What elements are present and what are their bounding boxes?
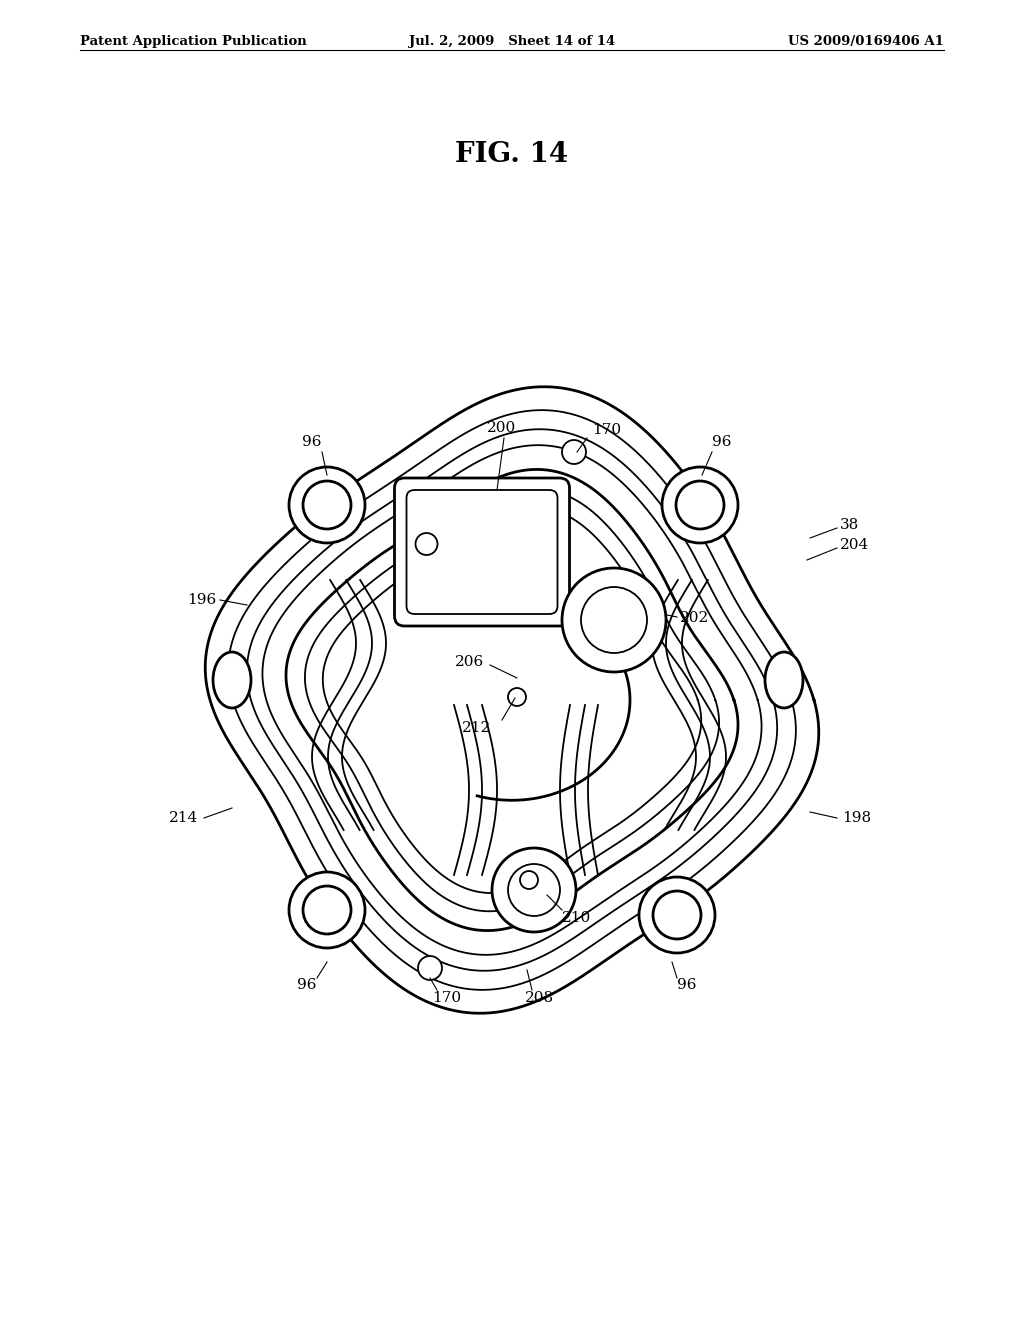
Circle shape (581, 587, 647, 653)
FancyBboxPatch shape (407, 490, 557, 614)
Circle shape (303, 480, 351, 529)
Text: 214: 214 (169, 810, 199, 825)
Text: 170: 170 (593, 422, 622, 437)
Text: 198: 198 (842, 810, 871, 825)
Text: 96: 96 (677, 978, 696, 993)
Text: 170: 170 (432, 991, 462, 1005)
Text: 196: 196 (187, 593, 217, 607)
Text: 212: 212 (463, 721, 492, 735)
Text: 210: 210 (562, 911, 592, 925)
Text: FIG. 14: FIG. 14 (456, 141, 568, 169)
Circle shape (520, 871, 538, 888)
Ellipse shape (213, 652, 251, 708)
Text: 204: 204 (840, 539, 869, 552)
Circle shape (492, 847, 575, 932)
Circle shape (639, 876, 715, 953)
FancyBboxPatch shape (394, 478, 569, 626)
Circle shape (289, 467, 365, 543)
Text: 38: 38 (840, 517, 859, 532)
Text: US 2009/0169406 A1: US 2009/0169406 A1 (788, 36, 944, 48)
Circle shape (562, 568, 666, 672)
Circle shape (662, 467, 738, 543)
Ellipse shape (765, 652, 803, 708)
Circle shape (416, 533, 437, 554)
Text: 96: 96 (713, 436, 732, 449)
Circle shape (562, 440, 586, 465)
Text: Jul. 2, 2009   Sheet 14 of 14: Jul. 2, 2009 Sheet 14 of 14 (409, 36, 615, 48)
Text: Patent Application Publication: Patent Application Publication (80, 36, 307, 48)
Text: 206: 206 (456, 655, 484, 669)
Text: 208: 208 (525, 991, 555, 1005)
Circle shape (418, 956, 442, 979)
Circle shape (289, 873, 365, 948)
Circle shape (303, 886, 351, 935)
Circle shape (676, 480, 724, 529)
Circle shape (508, 865, 560, 916)
Circle shape (653, 891, 701, 939)
Text: 96: 96 (297, 978, 316, 993)
Text: 96: 96 (302, 436, 322, 449)
Text: 200: 200 (487, 421, 517, 436)
Circle shape (508, 688, 526, 706)
Text: 202: 202 (680, 611, 710, 624)
